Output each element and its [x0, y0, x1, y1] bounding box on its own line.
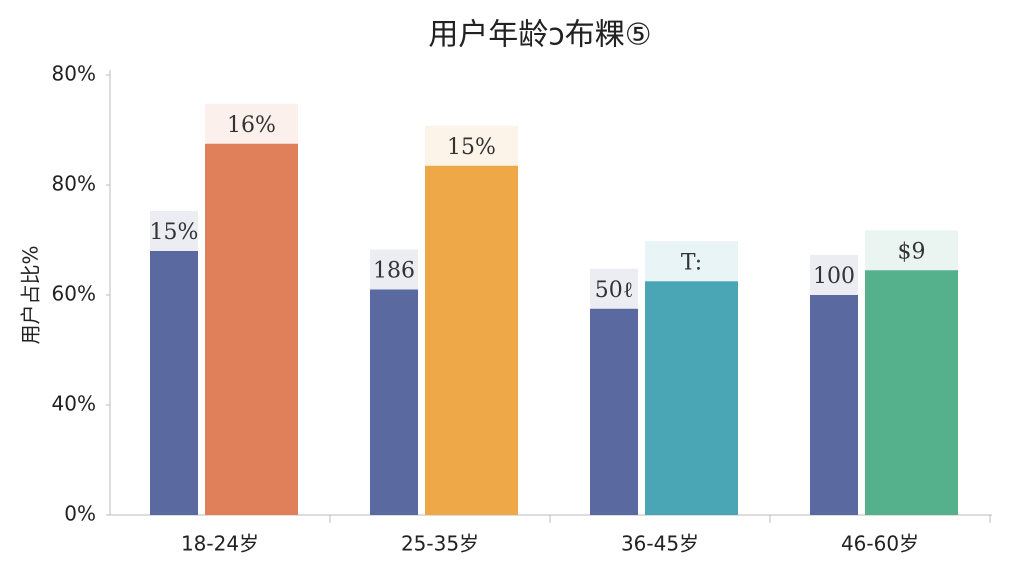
bar	[590, 308, 638, 515]
x-tick-label: 18-24岁	[181, 532, 259, 556]
bar	[645, 281, 738, 515]
value-label: 15%	[447, 135, 496, 160]
x-tick-label: 25-35岁	[401, 532, 479, 556]
value-label: 15%	[150, 220, 199, 245]
bar	[150, 251, 198, 515]
y-tick-label: 40%	[52, 392, 96, 416]
value-label: 100	[813, 264, 855, 289]
y-tick-label: 80%	[52, 62, 96, 86]
bar	[370, 289, 418, 515]
bar	[205, 143, 298, 515]
y-tick-label: 80%	[52, 172, 96, 196]
label-halo	[425, 125, 518, 166]
chart-title: 用户年龄ɔ布粿⑤	[428, 18, 651, 53]
bar	[810, 295, 858, 515]
y-axis-label: 用户占比%	[19, 245, 43, 344]
label-halo	[150, 211, 198, 251]
value-label: 186	[373, 259, 415, 284]
bar	[425, 165, 518, 515]
value-label: 16%	[227, 113, 276, 138]
value-label: 50ℓ	[595, 278, 634, 303]
label-halo	[645, 241, 738, 282]
bar	[865, 270, 958, 515]
x-tick-label: 36-45岁	[621, 532, 699, 556]
value-label: T:	[681, 250, 702, 275]
y-tick-label: 60%	[52, 282, 96, 306]
value-label: $9	[898, 239, 926, 264]
y-tick-label: 0%	[64, 502, 96, 526]
label-halo	[590, 268, 638, 309]
label-halo	[810, 255, 858, 295]
label-halo	[205, 103, 298, 144]
x-tick-label: 46-60岁	[841, 532, 919, 556]
label-halo	[865, 230, 958, 271]
label-halo	[370, 249, 418, 290]
